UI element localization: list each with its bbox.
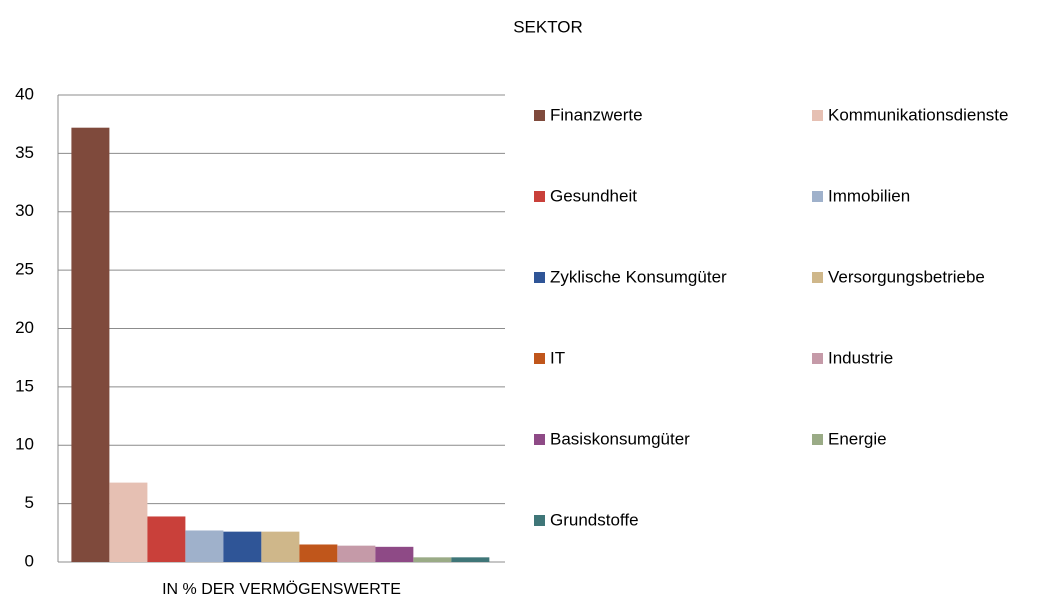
bar <box>71 127 110 562</box>
legend-swatch <box>812 191 823 202</box>
legend-swatch <box>534 353 545 364</box>
legend-label: Energie <box>828 429 887 448</box>
legend-swatch <box>534 191 545 202</box>
legend-swatch <box>812 272 823 283</box>
legend-swatch <box>812 353 823 364</box>
x-tick-label: IN % DER VERMÖGENSWERTE <box>162 580 401 598</box>
legend-label: Immobilien <box>828 186 910 205</box>
legend-label: Industrie <box>828 348 893 367</box>
legend-label: Finanzwerte <box>550 105 643 124</box>
legend-swatch <box>534 515 545 526</box>
bar <box>185 530 224 562</box>
legend-label: Kommunikationsdienste <box>828 105 1008 124</box>
legend-label: Versorgungsbetriebe <box>828 267 985 286</box>
y-tick-label: 20 <box>15 318 34 337</box>
bar <box>109 482 148 562</box>
y-tick-label: 10 <box>15 435 34 454</box>
legend-swatch <box>534 434 545 445</box>
y-tick-label: 15 <box>15 376 34 395</box>
y-tick-label: 5 <box>25 493 34 512</box>
legend-swatch <box>534 272 545 283</box>
bar <box>337 545 376 562</box>
y-tick-label: 40 <box>15 84 34 103</box>
bar <box>261 531 300 562</box>
legend-label: Gesundheit <box>550 186 637 205</box>
legend-label: IT <box>550 348 565 367</box>
legend-label: Grundstoffe <box>550 510 639 529</box>
legend-swatch <box>534 110 545 121</box>
legend-label: Basiskonsumgüter <box>550 429 690 448</box>
legend-swatch <box>812 110 823 121</box>
legend-swatch <box>812 434 823 445</box>
bar <box>413 557 452 562</box>
legend-label: Zyklische Konsumgüter <box>550 267 727 286</box>
y-tick-label: 25 <box>15 260 34 279</box>
chart-title: SEKTOR <box>513 17 583 36</box>
bar <box>299 544 338 562</box>
y-tick-label: 35 <box>15 143 34 162</box>
y-tick-label: 0 <box>25 551 34 570</box>
bar <box>451 557 490 562</box>
bar <box>375 546 414 562</box>
y-tick-label: 30 <box>15 201 34 220</box>
bar <box>223 531 262 562</box>
bar <box>147 516 186 562</box>
